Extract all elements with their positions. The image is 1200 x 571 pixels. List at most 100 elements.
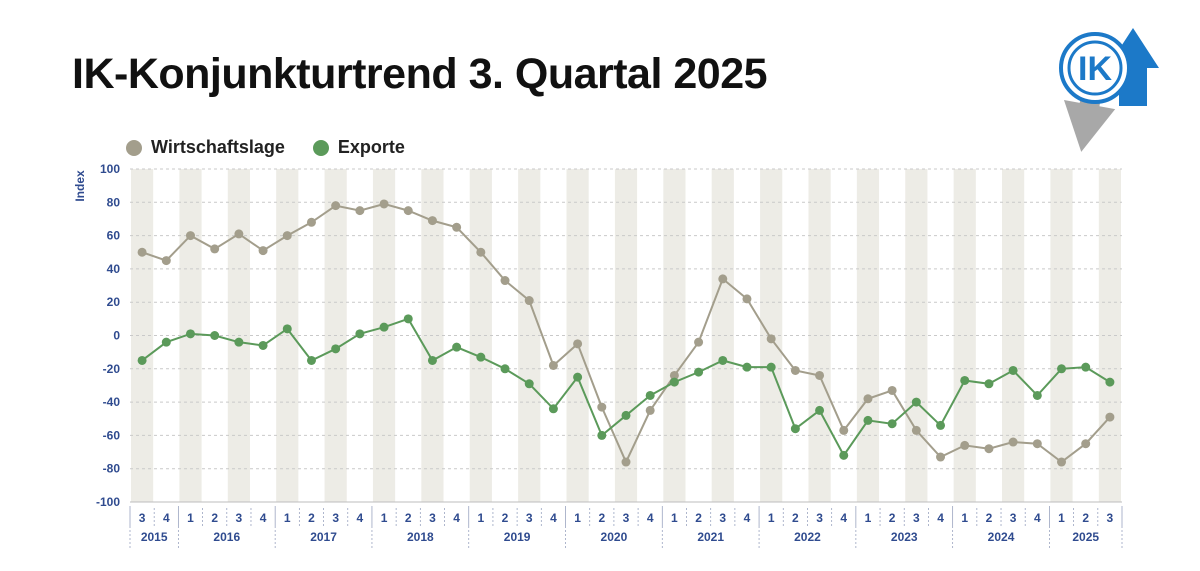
x-tick-label: 2 bbox=[1082, 511, 1089, 525]
data-point-wirtschaftslage bbox=[500, 276, 510, 286]
year-label: 2023 bbox=[891, 530, 918, 544]
y-tick-label: 80 bbox=[107, 195, 121, 209]
legend-marker-exporte bbox=[312, 139, 329, 156]
year-label: 2019 bbox=[504, 530, 531, 544]
x-tick-label: 1 bbox=[961, 511, 968, 525]
x-tick-label: 2 bbox=[889, 511, 896, 525]
data-point-wirtschaftslage bbox=[355, 206, 365, 216]
x-tick-label: 4 bbox=[840, 511, 847, 525]
year-label: 2015 bbox=[141, 530, 168, 544]
data-point-exporte bbox=[839, 450, 849, 460]
year-label: 2017 bbox=[310, 530, 337, 544]
x-tick-label: 1 bbox=[1058, 511, 1065, 525]
x-tick-label: 3 bbox=[913, 511, 920, 525]
data-point-exporte bbox=[161, 337, 171, 347]
data-point-exporte bbox=[137, 355, 147, 365]
x-tick-label: 4 bbox=[357, 511, 364, 525]
data-point-wirtschaftslage bbox=[960, 440, 970, 450]
year-label: 2022 bbox=[794, 530, 821, 544]
data-point-exporte bbox=[524, 379, 534, 389]
data-point-wirtschaftslage bbox=[524, 296, 534, 306]
y-axis-label: Index bbox=[73, 170, 87, 202]
year-label: 2024 bbox=[988, 530, 1015, 544]
x-tick-label: 1 bbox=[381, 511, 388, 525]
x-tick-label: 3 bbox=[1107, 511, 1114, 525]
data-point-exporte bbox=[306, 355, 316, 365]
y-tick-label: 0 bbox=[113, 329, 120, 343]
data-point-wirtschaftslage bbox=[210, 244, 220, 254]
data-point-wirtschaftslage bbox=[258, 246, 268, 256]
legend-marker-wirtschaftslage bbox=[126, 139, 142, 156]
year-label: 2025 bbox=[1072, 530, 1099, 544]
x-tick-label: 1 bbox=[477, 511, 484, 525]
x-tick-label: 3 bbox=[719, 511, 726, 525]
data-point-wirtschaftslage bbox=[911, 425, 921, 435]
data-point-exporte bbox=[1032, 390, 1042, 400]
x-tick-label: 4 bbox=[937, 511, 944, 525]
data-point-wirtschaftslage bbox=[379, 199, 389, 209]
y-tick-label: 100 bbox=[100, 162, 120, 176]
x-tick-label: 1 bbox=[671, 511, 678, 525]
x-tick-label: 3 bbox=[526, 511, 533, 525]
data-point-wirtschaftslage bbox=[452, 222, 462, 232]
data-point-wirtschaftslage bbox=[282, 231, 292, 241]
x-tick-label: 3 bbox=[1010, 511, 1017, 525]
data-point-wirtschaftslage bbox=[645, 405, 655, 415]
data-point-exporte bbox=[984, 379, 994, 389]
data-point-wirtschaftslage bbox=[790, 365, 800, 375]
data-point-exporte bbox=[476, 352, 486, 362]
data-point-exporte bbox=[379, 322, 389, 332]
data-point-exporte bbox=[331, 344, 341, 354]
data-point-wirtschaftslage bbox=[1008, 437, 1018, 447]
x-tick-label: 4 bbox=[163, 511, 170, 525]
data-point-exporte bbox=[1105, 377, 1115, 387]
data-point-wirtschaftslage bbox=[161, 256, 171, 266]
legend-item-wirtschaftslage: Wirtschaftslage bbox=[126, 137, 285, 158]
data-point-exporte bbox=[669, 377, 679, 387]
y-tick-label: 40 bbox=[107, 262, 121, 276]
data-point-wirtschaftslage bbox=[669, 370, 679, 380]
data-point-exporte bbox=[258, 340, 268, 350]
data-point-wirtschaftslage bbox=[1105, 412, 1115, 422]
data-point-wirtschaftslage bbox=[548, 360, 558, 370]
data-point-wirtschaftslage bbox=[427, 216, 437, 226]
x-tick-label: 3 bbox=[139, 511, 146, 525]
data-point-exporte bbox=[911, 397, 921, 407]
x-tick-label: 3 bbox=[332, 511, 339, 525]
y-tick-label: -100 bbox=[96, 495, 120, 509]
x-tick-label: 1 bbox=[768, 511, 775, 525]
y-tick-label: -40 bbox=[103, 395, 121, 409]
data-point-wirtschaftslage bbox=[766, 334, 776, 344]
data-point-exporte bbox=[573, 372, 583, 382]
data-point-wirtschaftslage bbox=[137, 247, 147, 257]
data-point-exporte bbox=[790, 424, 800, 434]
data-point-exporte bbox=[718, 355, 728, 365]
data-point-wirtschaftslage bbox=[742, 294, 752, 304]
x-tick-label: 4 bbox=[1034, 511, 1041, 525]
data-point-exporte bbox=[815, 405, 825, 415]
y-tick-label: 20 bbox=[107, 295, 121, 309]
x-tick-label: 1 bbox=[865, 511, 872, 525]
data-point-wirtschaftslage bbox=[936, 452, 946, 462]
page-title: IK-Konjunkturtrend 3. Quartal 2025 bbox=[72, 50, 768, 98]
year-label: 2020 bbox=[601, 530, 628, 544]
x-tick-label: 1 bbox=[284, 511, 291, 525]
data-point-wirtschaftslage bbox=[1032, 439, 1042, 449]
x-tick-label: 2 bbox=[308, 511, 315, 525]
data-point-wirtschaftslage bbox=[694, 337, 704, 347]
y-tick-label: -80 bbox=[103, 462, 121, 476]
data-point-exporte bbox=[1008, 365, 1018, 375]
x-tick-label: 4 bbox=[453, 511, 460, 525]
data-point-exporte bbox=[548, 404, 558, 414]
data-point-exporte bbox=[355, 329, 365, 339]
x-tick-label: 3 bbox=[623, 511, 630, 525]
x-tick-label: 2 bbox=[502, 511, 509, 525]
y-tick-label: -60 bbox=[103, 428, 121, 442]
column-band bbox=[518, 169, 541, 502]
data-point-wirtschaftslage bbox=[815, 370, 825, 380]
data-point-exporte bbox=[645, 390, 655, 400]
x-tick-label: 3 bbox=[429, 511, 436, 525]
data-point-exporte bbox=[597, 430, 607, 440]
data-point-exporte bbox=[427, 355, 437, 365]
data-point-exporte bbox=[863, 415, 873, 425]
